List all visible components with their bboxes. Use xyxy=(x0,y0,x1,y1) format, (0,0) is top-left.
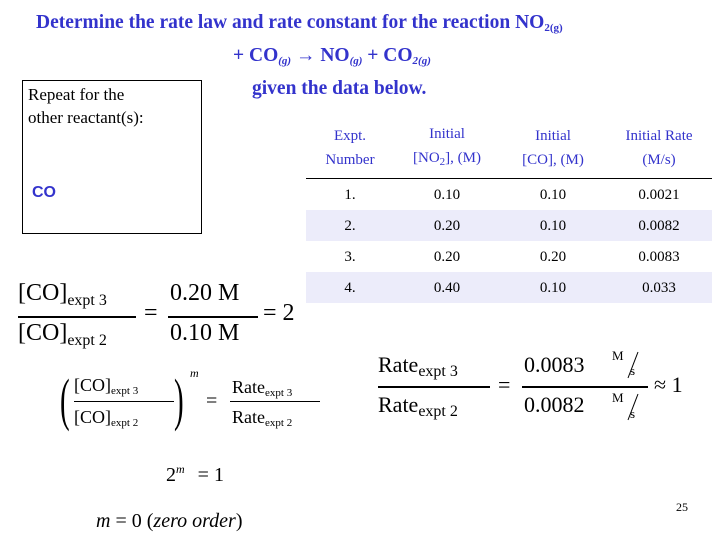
table-row: 4. 0.40 0.10 0.033 xyxy=(306,272,712,303)
table-row: 1. 0.10 0.10 0.0021 xyxy=(306,178,712,210)
header-no2: Initial [NO2], (M) xyxy=(413,126,481,168)
cell: 4. xyxy=(344,279,356,296)
cell: 3. xyxy=(344,248,356,265)
eq5-approx: ≈ 1 xyxy=(654,372,683,397)
equation-power: 2m = 1 xyxy=(166,462,224,486)
header-rate: Initial Rate (M/s) xyxy=(625,128,693,168)
unit-slash-icon xyxy=(627,351,639,379)
cell: 0.20 xyxy=(539,248,567,265)
eq1-denominator: [CO]expt 2 xyxy=(18,320,107,349)
eq1-value-numerator: 0.20 M xyxy=(170,280,240,306)
slide-title-line3: given the data below. xyxy=(252,78,427,99)
eq5-value-denominator: 0.0082 xyxy=(524,392,585,417)
page-number: 25 xyxy=(676,500,688,514)
eq2-rate-numerator: Rateexpt 3 xyxy=(232,377,293,399)
table-header-row: Expt. Number Initial [NO2], (M) Initial [CO… xyxy=(306,118,712,179)
eq2-denominator: [CO]expt 2 xyxy=(74,407,139,429)
table-row: 2. 0.20 0.10 0.0082 xyxy=(306,210,712,241)
title-no2-sub: 2(g) xyxy=(544,22,563,34)
eq5-equals: = xyxy=(498,372,511,397)
side-box: Repeat for the other reactant(s): CO xyxy=(22,80,202,234)
title-text: Determine the rate law and rate constant… xyxy=(36,12,545,33)
cell: 1. xyxy=(306,178,394,210)
table-row: 3. 0.20 0.20 0.0083 xyxy=(306,241,712,272)
cell: 0.40 xyxy=(433,279,461,296)
cell: 0.0021 xyxy=(606,178,712,210)
equation-rate-ratio-values: Rateexpt 3 Rateexpt 2 = 0.0083 M s 0.008… xyxy=(376,346,696,436)
cell: 0.10 xyxy=(539,279,567,296)
title-no-sub: (g) xyxy=(349,55,363,67)
side-box-line1: Repeat for the xyxy=(28,85,125,104)
slide-title-line2: + CO(g) → NO(g) + CO2(g) xyxy=(233,45,431,67)
title-no: NO xyxy=(315,45,350,66)
eq1-equals: = xyxy=(144,300,158,326)
side-box-reactant: CO xyxy=(32,184,56,201)
cell: 0.20 xyxy=(433,217,461,234)
right-paren-icon: ) xyxy=(174,367,184,432)
eq1-value-denominator: 0.10 M xyxy=(170,320,240,346)
cell: 2. xyxy=(344,217,356,234)
cell: 0.20 xyxy=(433,248,461,265)
cell: 0.0082 xyxy=(638,217,680,234)
left-paren-icon: ( xyxy=(60,367,70,432)
eq1-result: = 2 xyxy=(263,300,295,326)
title-plus-co: + CO xyxy=(233,45,279,66)
eq2-equals: = xyxy=(206,390,218,412)
title-co-sub: (g) xyxy=(278,55,292,67)
eq2-exponent: m xyxy=(190,366,199,380)
eq5-denominator: Rateexpt 2 xyxy=(378,392,458,420)
header-co: Initial [CO], (M) xyxy=(522,128,584,168)
eq5-value-numerator: 0.0083 xyxy=(524,352,585,377)
cell: 0.033 xyxy=(642,279,676,296)
unit-m: M xyxy=(612,348,624,363)
equation-order-result: m = 0 (zero order) xyxy=(96,510,243,532)
data-table: Expt. Number Initial [NO2], (M) Initial [CO… xyxy=(306,118,712,303)
equation-concentration-ratio: [CO]expt 3 [CO]expt 2 = 0.20 M 0.10 M = … xyxy=(16,276,316,356)
unit-slash-icon xyxy=(627,393,639,421)
cell: 0.10 xyxy=(394,178,500,210)
cell: 0.10 xyxy=(539,217,567,234)
reaction-arrow-icon: → xyxy=(295,45,316,66)
side-box-line2: other reactant(s): xyxy=(28,108,144,127)
unit-s: s xyxy=(630,363,636,378)
cell: 0.0083 xyxy=(638,248,680,265)
eq5-numerator: Rateexpt 3 xyxy=(378,352,458,380)
unit-m: M xyxy=(612,390,624,405)
slide-title-line1: Determine the rate law and rate constant… xyxy=(36,12,563,34)
title-plus-co2: + CO xyxy=(362,45,413,66)
header-expt: Expt. Number xyxy=(325,128,375,168)
title-co2-sub: 2(g) xyxy=(412,55,431,67)
eq2-numerator: [CO]expt 3 xyxy=(74,375,139,397)
eq2-rate-denominator: Rateexpt 2 xyxy=(232,407,293,429)
unit-s: s xyxy=(630,406,636,421)
equation-rate-ratio-general: ( [CO]expt 3 [CO]expt 2 ) m = Rateexpt 3… xyxy=(60,366,360,450)
cell: 0.10 xyxy=(500,178,606,210)
eq1-numerator: [CO]expt 3 xyxy=(18,280,107,309)
